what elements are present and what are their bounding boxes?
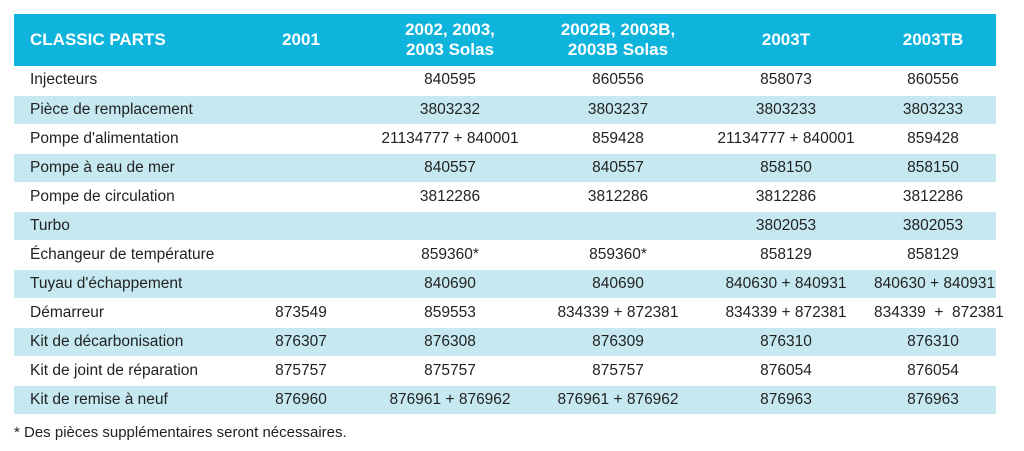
part-number-cell: 876309 [534,327,702,357]
header-2001: 2001 [282,30,320,49]
table-row: Kit de décarbonisation 876307 876308 876309… [14,327,996,357]
part-number-cell: 876963 [702,385,870,415]
part-number-cell: 876960 [236,385,366,415]
header-2002b-2003b: 2002B, 2003B, 2003B Solas [560,20,676,59]
part-number-cell: 21134777 + 840001 [702,124,870,154]
footnote: * Des pièces supplémentaires seront néce… [14,424,347,441]
part-number-cell: 873549 [236,298,366,328]
part-number-cell: 876308 [366,327,534,357]
part-name-cell: Pièce de remplacement [14,95,236,125]
part-number-cell: 858129 [870,240,996,270]
part-number-cell: 3812286 [702,182,870,212]
part-name-cell: Kit de décarbonisation [14,327,236,357]
part-number-cell: 3812286 [870,182,996,212]
part-number-cell: 875757 [236,356,366,386]
part-number-cell [236,182,366,212]
part-name-cell: Tuyau d'échappement [14,269,236,299]
part-number-cell: 859360* [366,240,534,270]
part-number-cell [366,211,534,241]
part-number-cell: 876310 [702,327,870,357]
part-number-cell: 840630 + 840931 [702,269,870,299]
part-number-cell: 859428 [870,124,996,154]
parts-table: CLASSIC PARTS 2001 2002, 2003, 2003 Sola… [14,14,1004,415]
part-number-cell: 876054 [702,356,870,386]
part-number-cell: 840595 [366,66,534,96]
table-row: Échangeur de température 859360* 859360* 85… [14,240,996,270]
part-number-cell: 834339 + 872381 [702,298,870,328]
part-number-cell: 834339 + 872381 [534,298,702,328]
part-number-cell: 3812286 [534,182,702,212]
part-number-cell: 858073 [702,66,870,96]
part-name-cell: Démarreur [14,298,236,328]
part-number-cell [236,66,366,96]
header-2002-2003: 2002, 2003, 2003 Solas [405,20,495,59]
part-name-cell: Pompe de circulation [14,182,236,212]
table-row: Pièce de remplacement 3803232 3803237 38032… [14,95,996,125]
part-name-cell: Injecteurs [14,66,236,96]
part-number-cell: 876963 [870,385,996,415]
table-row: Turbo 3802053 3802053 [14,211,996,241]
part-number-cell: 858150 [702,153,870,183]
table-row: Injecteurs 840595 860556 858073 860556 [14,66,996,96]
part-number-cell: 876961 + 876962 [534,385,702,415]
part-number-cell: 859428 [534,124,702,154]
part-name-cell: Pompe à eau de mer [14,153,236,183]
parts-table-container: CLASSIC PARTS 2001 2002, 2003, 2003 Sola… [14,14,1004,415]
part-number-cell: 840557 [534,153,702,183]
part-number-cell: 840690 [534,269,702,299]
part-number-cell: 860556 [870,66,996,96]
part-name-cell: Kit de remise à neuf [14,385,236,415]
table-row: Tuyau d'échappement 840690 840690 840630 + … [14,269,996,299]
part-number-cell: 21134777 + 840001 [366,124,534,154]
table-row: Kit de remise à neuf 876960 876961 + 87696… [14,385,996,415]
part-number-cell: 3802053 [702,211,870,241]
part-name-cell: Kit de joint de réparation [14,356,236,386]
part-name-cell: Pompe d'alimentation [14,124,236,154]
part-number-cell: 876961 + 876962 [366,385,534,415]
part-name-cell: Turbo [14,211,236,241]
part-number-cell: 858129 [702,240,870,270]
header-2003tb: 2003TB [902,30,964,49]
header-classic-parts: CLASSIC PARTS [30,30,166,49]
table-body: Injecteurs 840595 860556 858073 860556 Pièce … [14,66,1004,415]
part-number-cell: 875757 [366,356,534,386]
part-number-cell: 834339 + 872381 [870,298,1004,328]
header-2003t: 2003T [761,30,811,49]
part-number-cell: 840630 + 840931 [870,269,996,299]
part-number-cell [236,95,366,125]
part-number-cell: 840690 [366,269,534,299]
part-number-cell: 875757 [534,356,702,386]
part-number-cell: 876307 [236,327,366,357]
part-number-cell [236,269,366,299]
part-number-cell: 840557 [366,153,534,183]
part-number-cell: 859553 [366,298,534,328]
part-number-cell: 3812286 [366,182,534,212]
part-number-cell: 860556 [534,66,702,96]
part-number-cell: 876054 [870,356,996,386]
part-number-cell [236,153,366,183]
part-name-cell: Échangeur de température [14,240,236,270]
table-row: Pompe d'alimentation 21134777 + 840001 859… [14,124,996,154]
part-number-cell [236,240,366,270]
table-row: Pompe à eau de mer 840557 840557 858150 8581… [14,153,996,183]
table-row: Démarreur 873549 859553 834339 + 872381 8343… [14,298,1004,328]
table-row: Pompe de circulation 3812286 3812286 381228… [14,182,996,212]
part-number-cell: 859360* [534,240,702,270]
part-number-cell: 3803232 [366,95,534,125]
part-number-cell [236,211,366,241]
table-row: Kit de joint de réparation 875757 875757 87… [14,356,996,386]
part-number-cell: 3802053 [870,211,996,241]
part-number-cell [534,211,702,241]
part-number-cell: 858150 [870,153,996,183]
part-number-cell [236,124,366,154]
table-header-row: CLASSIC PARTS 2001 2002, 2003, 2003 Sola… [14,14,996,66]
part-number-cell: 3803237 [534,95,702,125]
part-number-cell: 3803233 [702,95,870,125]
part-number-cell: 876310 [870,327,996,357]
part-number-cell: 3803233 [870,95,996,125]
